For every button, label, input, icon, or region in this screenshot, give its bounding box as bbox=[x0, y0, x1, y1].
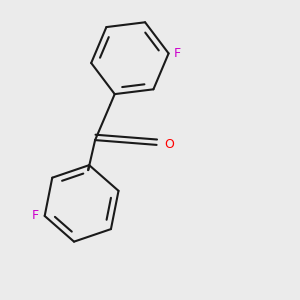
Text: O: O bbox=[164, 138, 174, 152]
Text: F: F bbox=[174, 47, 181, 60]
Text: F: F bbox=[32, 209, 39, 223]
